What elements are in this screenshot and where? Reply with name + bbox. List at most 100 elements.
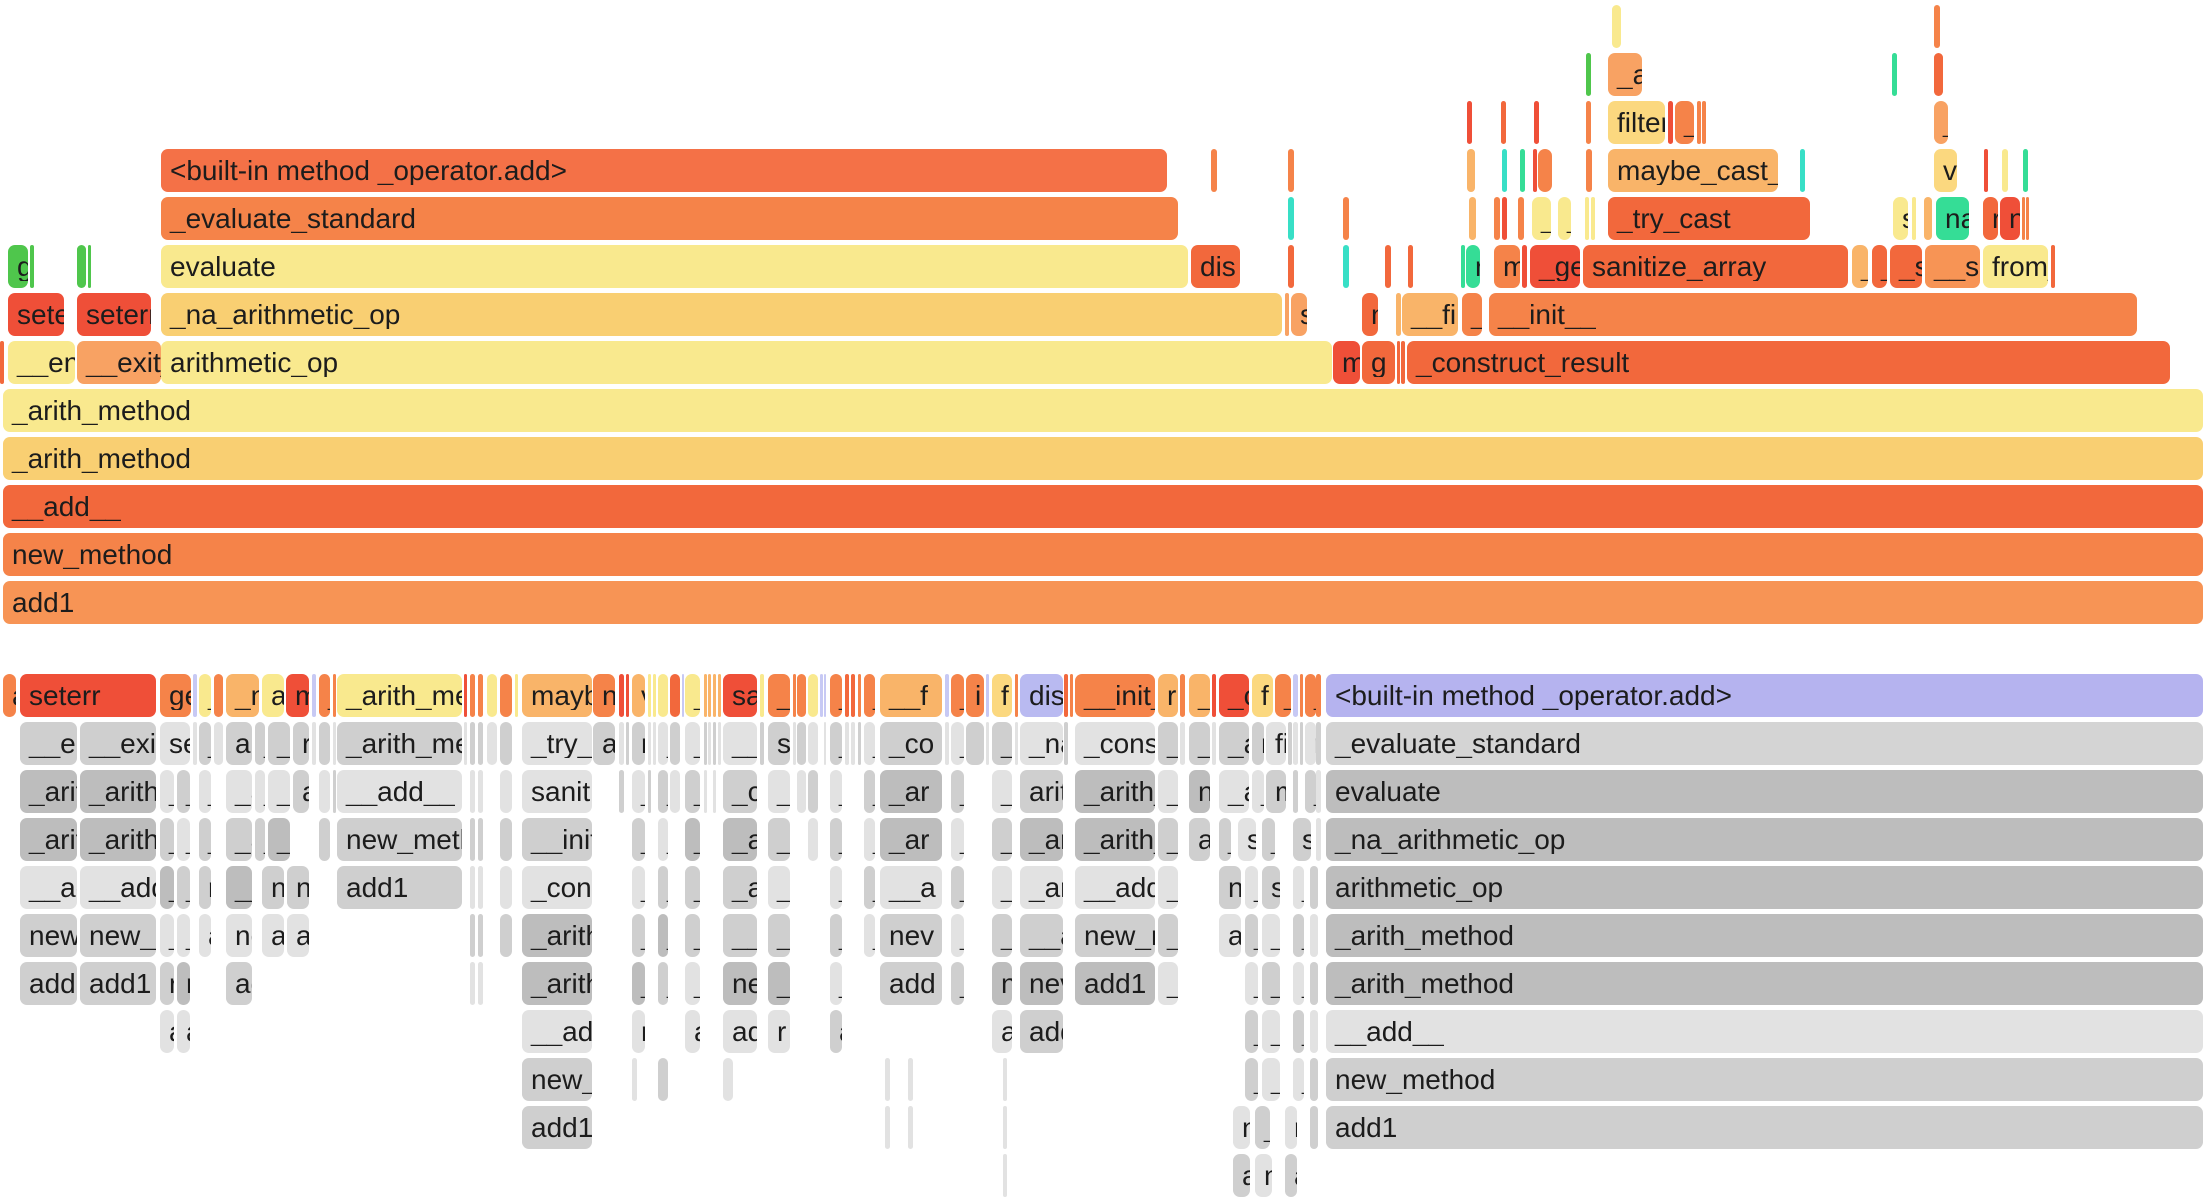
- flame-frame[interactable]: n: [992, 962, 1012, 1005]
- flame-frame[interactable]: [851, 722, 855, 765]
- flame-frame[interactable]: r: [632, 1010, 645, 1053]
- flame-frame[interactable]: _: [951, 914, 964, 957]
- flame-frame[interactable]: [808, 722, 818, 765]
- flame-frame[interactable]: [1533, 149, 1537, 192]
- flame-frame[interactable]: [723, 1058, 733, 1101]
- flame-frame[interactable]: _: [864, 914, 875, 957]
- flame-frame[interactable]: [2022, 197, 2025, 240]
- flame-frame[interactable]: evaluate: [1326, 770, 2203, 813]
- flame-frame[interactable]: na: [1936, 197, 1969, 240]
- flame-frame[interactable]: ad: [723, 1010, 757, 1053]
- flame-frame[interactable]: n: [262, 866, 284, 909]
- flame-frame[interactable]: _: [1532, 197, 1551, 240]
- flame-frame[interactable]: __add: [80, 866, 156, 909]
- flame-frame[interactable]: v: [632, 674, 645, 717]
- flame-frame[interactable]: [1003, 1106, 1007, 1149]
- flame-frame[interactable]: [319, 722, 330, 765]
- flame-frame[interactable]: [966, 722, 984, 765]
- flame-frame[interactable]: _: [658, 914, 668, 957]
- flame-frame[interactable]: <built-in method _operator.add>: [161, 149, 1167, 192]
- flame-frame[interactable]: _: [951, 770, 964, 813]
- flame-frame[interactable]: _: [1245, 1058, 1258, 1101]
- flame-frame[interactable]: a: [160, 1010, 174, 1053]
- flame-frame[interactable]: [648, 770, 651, 813]
- flame-frame[interactable]: [1408, 245, 1413, 288]
- flame-frame[interactable]: _: [1255, 1106, 1270, 1149]
- flame-frame[interactable]: _cons: [522, 866, 592, 909]
- flame-frame[interactable]: _: [992, 914, 1012, 957]
- flame-frame[interactable]: g: [1362, 341, 1395, 384]
- flame-frame[interactable]: __er: [20, 722, 77, 765]
- flame-frame[interactable]: m: [1494, 245, 1520, 288]
- flame-frame[interactable]: new_: [522, 1058, 592, 1101]
- flame-frame[interactable]: [1467, 149, 1475, 192]
- flame-frame[interactable]: _: [1293, 962, 1304, 1005]
- flame-frame[interactable]: _: [864, 722, 875, 765]
- flame-frame[interactable]: [632, 1058, 637, 1101]
- flame-frame[interactable]: [1934, 5, 1940, 48]
- flame-frame[interactable]: _: [1293, 1010, 1304, 1053]
- flame-frame[interactable]: __: [723, 722, 757, 765]
- flame-frame[interactable]: add1: [80, 962, 156, 1005]
- flame-frame[interactable]: s: [1291, 293, 1307, 336]
- flame-frame[interactable]: _ar: [1020, 866, 1063, 909]
- flame-frame[interactable]: a: [593, 722, 615, 765]
- flame-frame[interactable]: _: [1293, 1058, 1304, 1101]
- flame-frame[interactable]: [808, 674, 818, 717]
- flame-frame[interactable]: add: [1020, 1010, 1063, 1053]
- flame-frame[interactable]: [1924, 197, 1932, 240]
- flame-frame[interactable]: [1522, 245, 1527, 288]
- flame-frame[interactable]: _: [864, 770, 875, 813]
- flame-frame[interactable]: _: [160, 914, 174, 957]
- flame-frame[interactable]: a: [1189, 818, 1210, 861]
- flame-frame[interactable]: __: [723, 914, 757, 957]
- flame-frame[interactable]: _: [1219, 818, 1231, 861]
- flame-frame[interactable]: [986, 722, 989, 765]
- flame-frame[interactable]: _: [1558, 197, 1571, 240]
- flame-frame[interactable]: _evaluate_standard: [1326, 722, 2203, 765]
- flame-frame[interactable]: _: [658, 962, 668, 1005]
- flame-frame[interactable]: _a: [1608, 53, 1642, 96]
- flame-frame[interactable]: [1585, 197, 1589, 240]
- flame-frame[interactable]: _: [1310, 962, 1318, 1005]
- flame-frame[interactable]: [1015, 722, 1018, 765]
- flame-frame[interactable]: _: [177, 818, 190, 861]
- flame-frame[interactable]: [708, 674, 711, 717]
- flame-frame[interactable]: [1385, 245, 1391, 288]
- flame-frame[interactable]: new_m: [1075, 914, 1155, 957]
- flame-frame[interactable]: [193, 674, 197, 717]
- flame-frame[interactable]: __init_: [522, 818, 592, 861]
- flame-frame[interactable]: a: [1310, 866, 1318, 909]
- flame-frame[interactable]: new_: [20, 914, 77, 957]
- flame-frame[interactable]: [1316, 674, 1321, 717]
- flame-frame[interactable]: [30, 245, 34, 288]
- flame-frame[interactable]: [682, 674, 684, 717]
- flame-frame[interactable]: [718, 722, 721, 765]
- flame-frame[interactable]: [1800, 149, 1805, 192]
- flame-frame[interactable]: r: [1305, 722, 1316, 765]
- flame-frame[interactable]: _: [632, 818, 645, 861]
- flame-frame[interactable]: _try_cast: [1608, 197, 1810, 240]
- flame-frame[interactable]: [2026, 197, 2029, 240]
- flame-frame[interactable]: [1461, 245, 1465, 288]
- flame-frame[interactable]: _a: [723, 866, 757, 909]
- flame-frame[interactable]: add1: [20, 962, 77, 1005]
- flame-frame[interactable]: [470, 866, 475, 909]
- flame-frame[interactable]: [824, 674, 826, 717]
- flame-frame[interactable]: ge: [160, 674, 191, 717]
- flame-frame[interactable]: [704, 770, 707, 813]
- flame-frame[interactable]: ari: [226, 722, 252, 765]
- flame-frame[interactable]: [797, 722, 806, 765]
- flame-frame[interactable]: new_method: [1326, 1058, 2203, 1101]
- flame-frame[interactable]: _: [951, 722, 964, 765]
- flame-frame[interactable]: _: [685, 914, 700, 957]
- flame-frame[interactable]: _: [830, 770, 842, 813]
- flame-frame[interactable]: _: [951, 962, 964, 1005]
- flame-frame[interactable]: [1015, 674, 1018, 717]
- flame-frame[interactable]: [1401, 341, 1405, 384]
- flame-frame[interactable]: arit: [1020, 770, 1063, 813]
- flame-frame[interactable]: nev: [880, 914, 942, 957]
- flame-frame[interactable]: _: [1158, 866, 1178, 909]
- flame-frame[interactable]: [1288, 197, 1294, 240]
- flame-frame[interactable]: [793, 722, 796, 765]
